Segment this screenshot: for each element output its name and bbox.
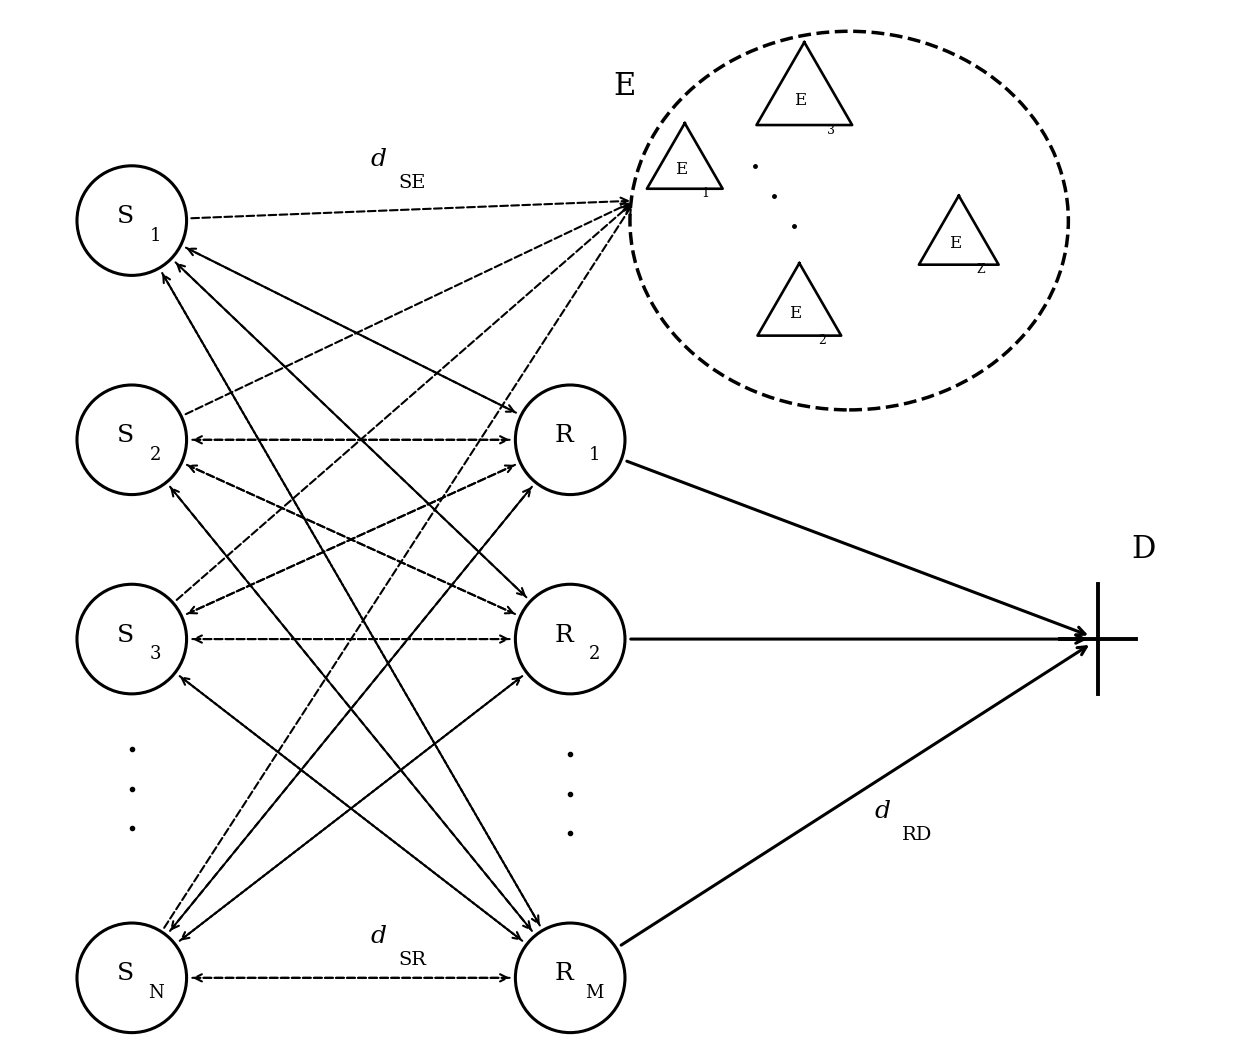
Text: d: d (874, 800, 890, 824)
Text: E: E (789, 305, 801, 322)
Text: S: S (117, 205, 134, 229)
Text: N: N (148, 984, 164, 1002)
Text: 1: 1 (150, 227, 161, 244)
Text: R: R (554, 623, 574, 646)
Text: 2: 2 (818, 335, 826, 347)
Circle shape (516, 923, 625, 1033)
Text: E: E (675, 161, 687, 178)
Text: SR: SR (399, 951, 427, 969)
Text: 2: 2 (589, 645, 600, 663)
Circle shape (516, 584, 625, 694)
Text: Z: Z (976, 263, 985, 276)
Text: E: E (949, 236, 961, 252)
Text: SE: SE (399, 174, 427, 192)
Text: R: R (554, 962, 574, 985)
Text: 3: 3 (150, 645, 161, 663)
Text: 1: 1 (588, 446, 600, 463)
Text: S: S (117, 424, 134, 448)
Text: d: d (371, 148, 387, 170)
Text: R: R (554, 424, 574, 448)
Circle shape (77, 923, 186, 1033)
Text: RD: RD (901, 826, 932, 845)
Text: S: S (117, 962, 134, 985)
Text: M: M (585, 984, 604, 1002)
Text: S: S (117, 623, 134, 646)
Circle shape (77, 166, 186, 275)
Text: 2: 2 (150, 446, 161, 463)
Circle shape (77, 385, 186, 495)
Text: E: E (614, 71, 636, 102)
Circle shape (516, 385, 625, 495)
Text: E: E (794, 91, 806, 109)
Text: 3: 3 (827, 125, 835, 137)
Text: D: D (1131, 534, 1156, 565)
Text: d: d (371, 925, 387, 948)
Circle shape (77, 584, 186, 694)
Text: 1: 1 (702, 187, 709, 199)
